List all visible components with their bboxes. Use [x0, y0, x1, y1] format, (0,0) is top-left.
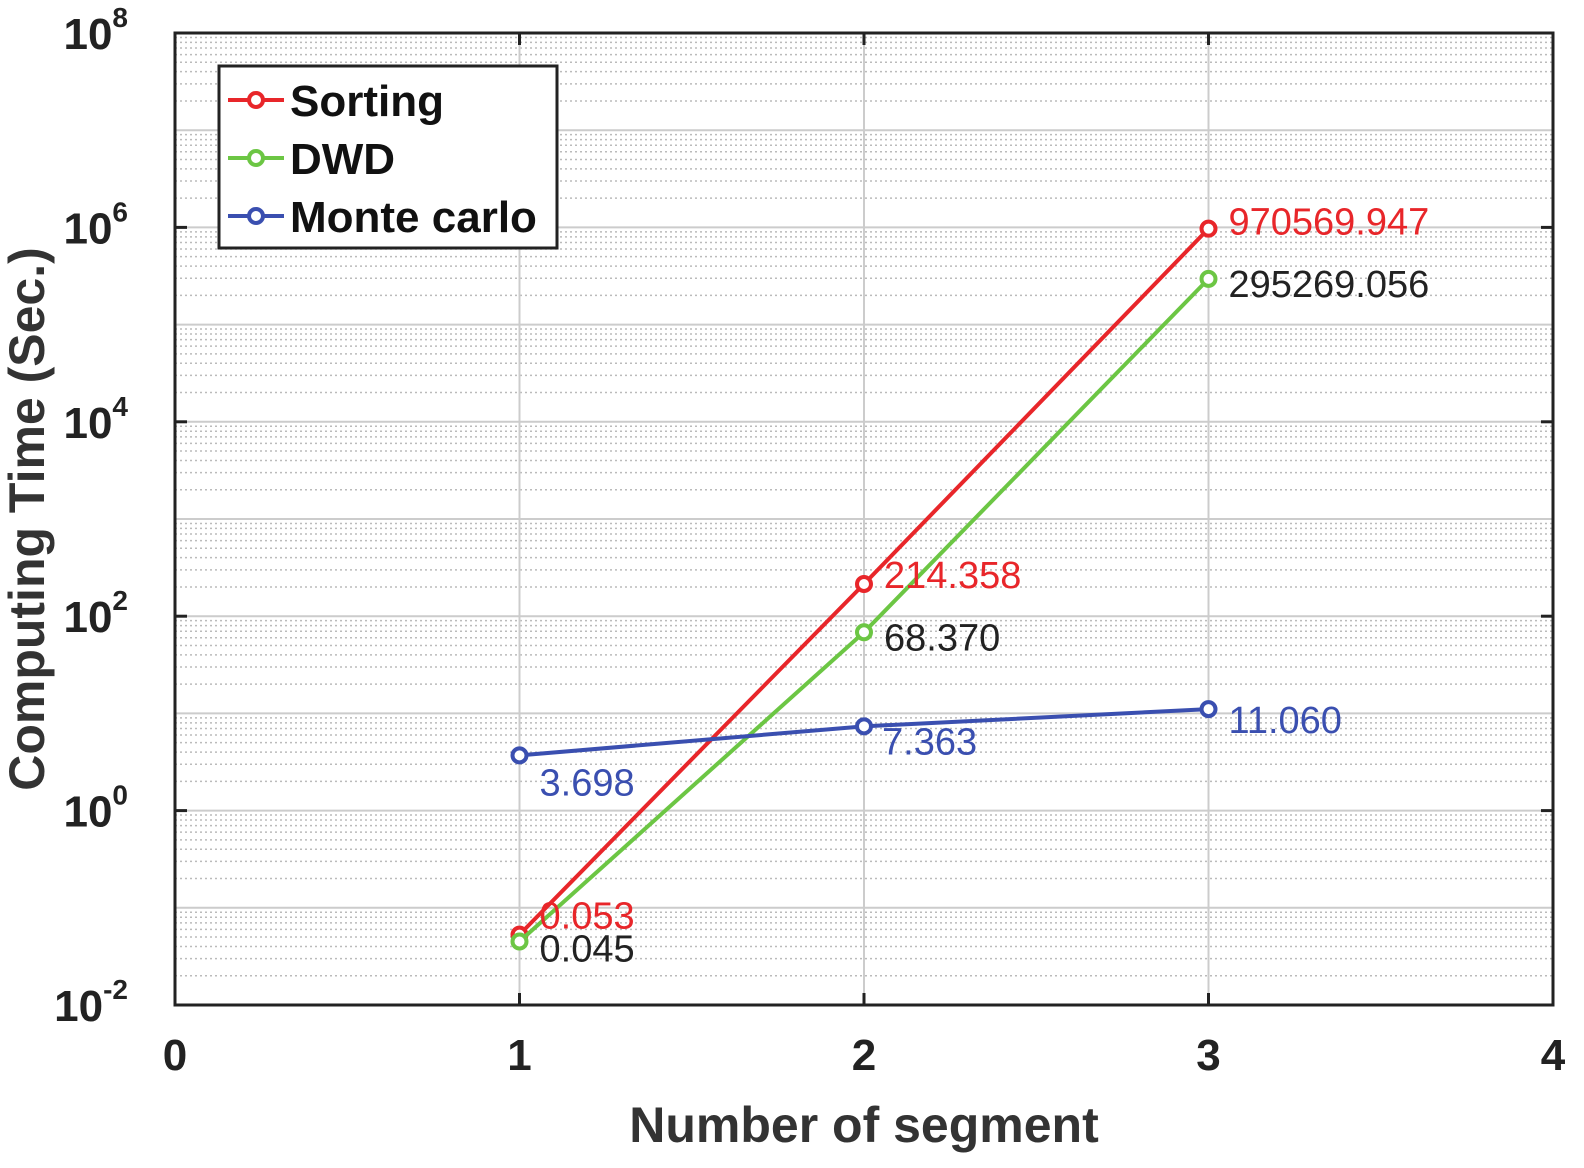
data-point — [510, 746, 529, 765]
data-point — [855, 717, 873, 736]
data-labels: 0.053 214.358 970569.947 0.045 68.370 295269.… — [540, 202, 1430, 971]
legend-marker — [247, 149, 265, 167]
data-point — [855, 623, 873, 642]
data-label: 3.698 — [540, 762, 635, 804]
x-tick-label: 0 — [163, 1031, 187, 1080]
legend-entry: DWD — [290, 135, 395, 184]
data-label: 970569.947 — [1229, 202, 1430, 244]
series — [510, 219, 1218, 951]
data-label: 214.358 — [884, 555, 1021, 597]
x-axis-label: Number of segment — [629, 1097, 1099, 1153]
y-tick-label: 104 — [63, 391, 128, 448]
series-dwd — [510, 269, 1218, 951]
y-tick-label: 108 — [63, 2, 128, 59]
data-label: 0.045 — [540, 929, 635, 971]
data-label: 295269.056 — [1229, 264, 1430, 306]
y-tick-exponent: 8 — [112, 2, 128, 33]
data-point — [510, 932, 529, 951]
x-tick-label: 4 — [1541, 1031, 1566, 1080]
data-point — [1199, 269, 1218, 288]
y-tick-label: 100 — [63, 780, 128, 837]
legend-entry: Monte carlo — [290, 193, 537, 242]
x-tick-label: 1 — [507, 1031, 531, 1080]
data-point — [1199, 219, 1218, 238]
legend: Sorting DWD Monte carlo — [217, 64, 559, 250]
y-axis-label: Computing Time (Sec.) — [0, 247, 55, 791]
data-label: 0.053 — [540, 896, 635, 938]
y-tick-label: 10-2 — [54, 974, 128, 1031]
y-tick-exponent: -2 — [103, 974, 128, 1005]
legend-entry: Sorting — [290, 77, 444, 126]
series-monte-carlo — [510, 700, 1218, 765]
data-point — [855, 575, 873, 594]
data-label: 68.370 — [884, 617, 1000, 659]
x-tick-label: 3 — [1196, 1031, 1220, 1080]
y-tick-exponent: 6 — [112, 196, 128, 227]
data-label: 7.363 — [882, 721, 977, 763]
legend-marker — [247, 207, 265, 225]
legend-marker — [247, 91, 265, 109]
x-ticks: 0 1 2 3 4 — [163, 33, 1566, 1080]
y-tick-exponent: 4 — [112, 391, 128, 422]
data-point — [1199, 700, 1218, 719]
y-tick-label: 106 — [63, 196, 128, 253]
y-tick-exponent: 0 — [112, 780, 128, 811]
data-label: 11.060 — [1229, 700, 1342, 742]
y-tick-exponent: 2 — [112, 585, 128, 616]
x-tick-label: 2 — [852, 1031, 876, 1080]
y-tick-label: 102 — [63, 585, 128, 642]
